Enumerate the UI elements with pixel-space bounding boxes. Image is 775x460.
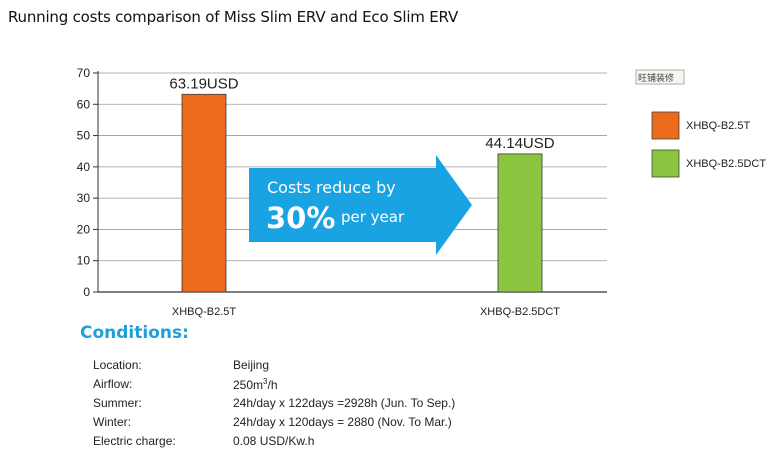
condition-key: Electric charge:: [93, 434, 176, 448]
arrow-text-line1: Costs reduce by: [267, 178, 396, 197]
y-tick-label: 30: [77, 191, 91, 205]
legend-swatch: [651, 149, 680, 178]
bar-1: [181, 93, 227, 293]
condition-key: Summer:: [93, 396, 142, 410]
arrow-text-percent: 30%: [266, 201, 335, 235]
bars: 63.19USD 44.14USD: [169, 75, 555, 293]
condition-value: 0.08 USD/Kw.h: [233, 434, 315, 448]
y-tick-label: 50: [77, 129, 91, 143]
data-label-1: 63.19USD: [169, 75, 238, 92]
condition-value: 24h/day x 120days = 2880 (Nov. To Mar.): [233, 415, 452, 429]
page-title: Running costs comparison of Miss Slim ER…: [8, 8, 459, 26]
legend: XHBQ-B2.5T XHBQ-B2.5DCT: [651, 111, 766, 178]
condition-value: 250m3/h: [233, 377, 278, 392]
x-category-label: XHBQ-B2.5T: [172, 306, 236, 318]
legend-label: XHBQ-B2.5T: [686, 120, 750, 132]
condition-value: 24h/day x 122days =2928h (Jun. To Sep.): [233, 396, 456, 410]
y-tick-label: 20: [77, 222, 91, 236]
bar-2: [497, 153, 543, 293]
bar-chart: 0 10 20 30 40 50 60 70 XHBQ-B2.5T XHBQ-B2.5DCT 63…: [77, 66, 767, 318]
legend-label: XHBQ-B2.5DCT: [686, 158, 766, 170]
condition-key: Location:: [93, 358, 142, 372]
stamp-badge: 旺铺装修: [635, 69, 685, 85]
condition-key: Airflow:: [93, 377, 133, 391]
data-label-2: 44.14USD: [485, 135, 554, 152]
stamp-text: 旺铺装修: [638, 72, 674, 84]
superscript: 3: [263, 377, 268, 386]
x-category-label: XHBQ-B2.5DCT: [480, 306, 560, 318]
y-tick-label: 0: [83, 285, 90, 299]
condition-key: Winter:: [93, 415, 132, 429]
condition-value: Beijing: [233, 358, 270, 372]
y-tick-label: 10: [77, 254, 91, 268]
arrow-text-suffix: per year: [341, 208, 405, 226]
y-tick-label: 70: [77, 66, 91, 80]
arrow-shape: [249, 155, 472, 255]
y-tick-label: 60: [77, 97, 91, 111]
legend-swatch: [651, 111, 680, 140]
conditions-heading: Conditions:: [80, 323, 189, 343]
stamp-box: [635, 69, 685, 85]
cost-reduction-arrow: Costs reduce by 30% per year: [249, 155, 472, 255]
y-tick-label: 40: [77, 160, 91, 174]
